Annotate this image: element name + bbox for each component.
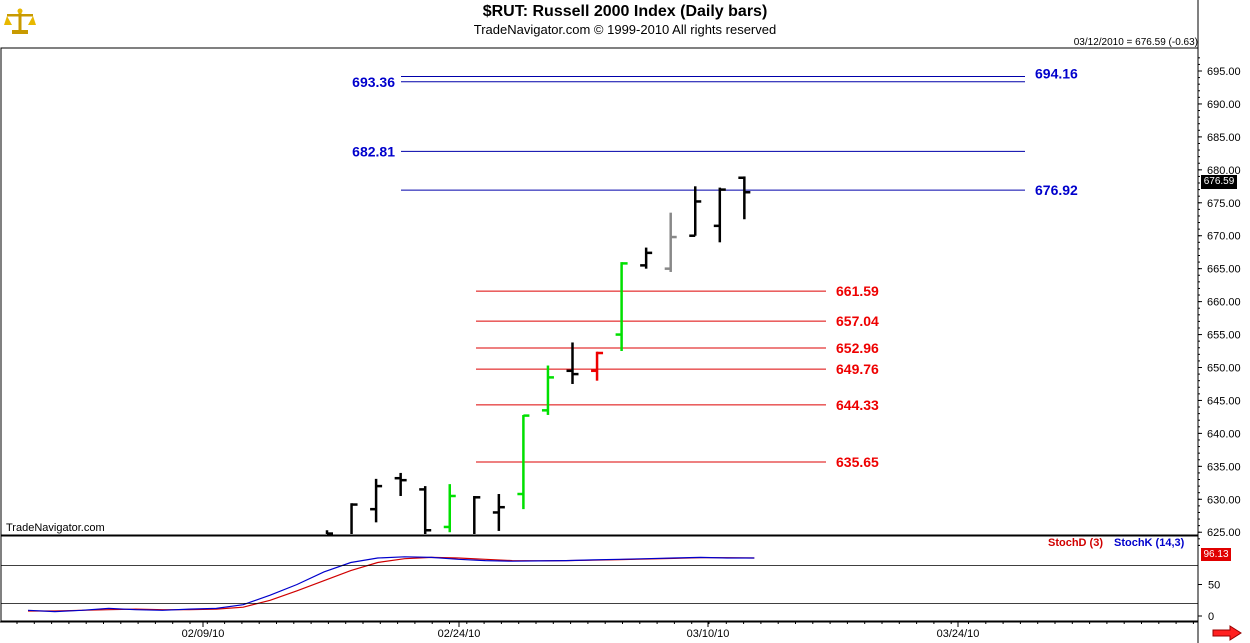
stoch-tick-label: 50 [1208,580,1220,592]
stoch-value-tag: 96.13 [1201,548,1231,561]
arrow-right-icon[interactable] [1212,625,1242,641]
price-tick-label: 640.00 [1207,428,1241,440]
last-quote: 03/12/2010 = 676.59 (-0.63) [1073,37,1198,48]
price-tick-label: 645.00 [1207,395,1241,407]
date-axis: 02/09/10 02/24/10 03/10/10 03/24/10 [16,622,1194,640]
stochastic-panel [27,556,755,613]
level-lines: 693.36 694.16 682.81 676.92 661.59 657.04 652.… [352,66,1078,471]
price-tick-label: 625.00 [1207,527,1241,539]
stochd-legend: StochD (3) [1048,537,1103,549]
scales-icon [4,8,36,34]
stochk-line [27,556,755,613]
blue-level-label: 676.92 [1035,182,1078,198]
red-level-label: 649.76 [836,361,879,377]
red-level-label: 635.65 [836,454,879,470]
price-tick-label: 680.00 [1207,165,1241,177]
price-bars [325,176,751,535]
price-tick-label: 665.00 [1207,264,1241,276]
blue-level-label: 694.16 [1035,66,1078,82]
stochk-legend: StochK (14,3) [1114,537,1185,549]
brand-label: TradeNavigator.com [6,522,105,534]
red-level-label: 657.04 [836,313,879,329]
date-tick-label: 03/10/10 [687,628,730,640]
date-tick-label: 02/09/10 [182,628,225,640]
date-tick-label: 03/24/10 [937,628,980,640]
blue-level-label: 682.81 [352,143,395,159]
price-tick-label: 670.00 [1207,231,1241,243]
price-tick-label: 630.00 [1207,494,1241,506]
red-level-label: 644.33 [836,397,879,413]
price-tick-label: 635.00 [1207,461,1241,473]
stoch-axis: 50 0 [1,565,1220,623]
price-tick-label: 655.00 [1207,330,1241,342]
stoch-tick-label: 0 [1208,611,1214,623]
price-tick-label: 660.00 [1207,297,1241,309]
date-tick-label: 02/24/10 [438,628,481,640]
price-tick-label: 690.00 [1207,99,1241,111]
price-tick-label: 695.00 [1207,66,1241,78]
red-level-label: 661.59 [836,283,879,299]
stoch-panel-frame [0,535,1199,622]
chart-subtitle: TradeNavigator.com © 1999-2010 All right… [473,22,777,37]
price-axis: 695.00 690.00 685.00 680.00 675.00 670.00 665.… [1198,57,1241,546]
price-tick-label: 675.00 [1207,198,1241,210]
chart-title: $RUT: Russell 2000 Index (Daily bars) [482,3,768,20]
red-level-label: 652.96 [836,340,879,356]
last-price-tag: 676.59 [1201,175,1237,189]
price-tick-label: 685.00 [1207,132,1241,144]
blue-level-label: 693.36 [352,74,395,90]
price-tick-label: 650.00 [1207,363,1241,375]
